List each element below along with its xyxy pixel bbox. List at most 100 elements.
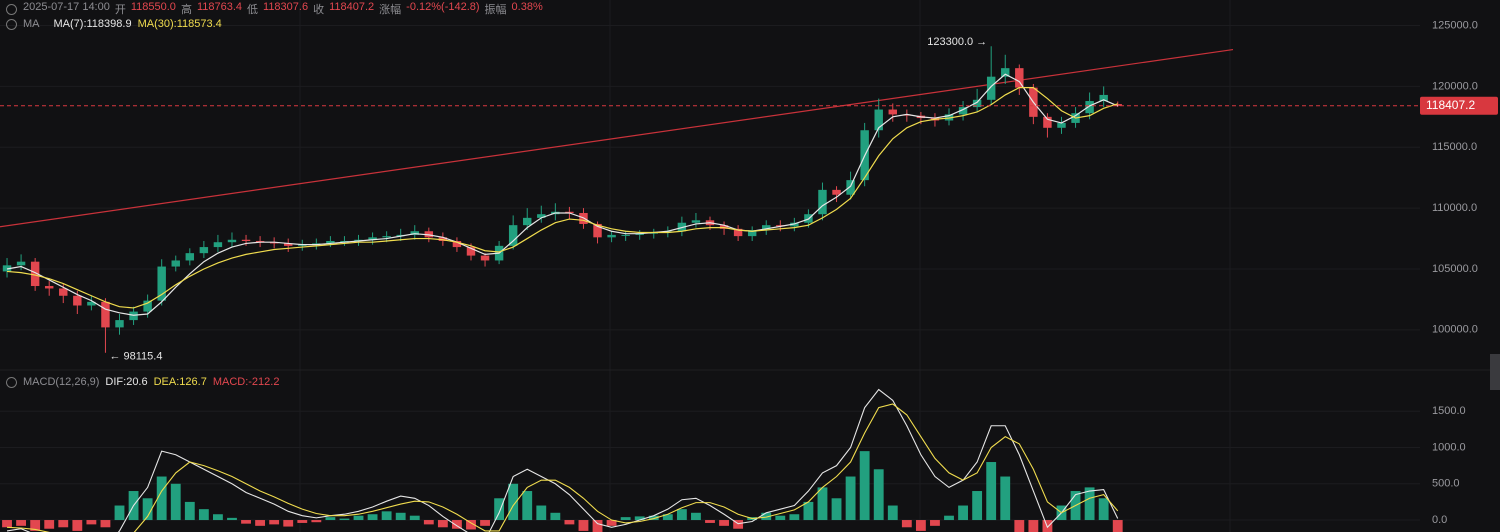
macd-bar <box>944 515 954 521</box>
macd-bar <box>620 517 631 521</box>
candle-body <box>30 261 40 287</box>
candle-body <box>635 233 644 235</box>
macd-bar <box>845 476 856 521</box>
candle-body <box>424 231 434 238</box>
macd-bar <box>452 520 462 529</box>
collapse-icon[interactable] <box>6 18 17 30</box>
macd-bar <box>958 505 968 521</box>
candle-body <box>241 239 251 241</box>
candle-body <box>410 231 419 235</box>
macd-bar <box>564 520 575 525</box>
macd-bar <box>297 520 308 523</box>
macd-bar <box>353 515 364 521</box>
candle-body <box>1043 116 1052 128</box>
candle-body <box>523 217 532 226</box>
macd-bar <box>1028 520 1039 532</box>
macd-bar <box>86 520 97 525</box>
candle-body <box>73 295 82 306</box>
macd-bar <box>170 483 181 521</box>
candle-body <box>832 189 841 195</box>
macd-bar <box>269 520 280 525</box>
collapse-icon[interactable] <box>6 376 17 388</box>
macd-bar <box>915 520 926 531</box>
macd-bar <box>691 512 701 521</box>
candle-body <box>438 237 448 241</box>
side-handle[interactable] <box>1490 354 1500 390</box>
candle-body <box>663 231 673 233</box>
macd-bar <box>100 520 111 528</box>
macd-bar <box>395 512 406 521</box>
macd-bar <box>508 483 519 521</box>
candle-body <box>593 223 602 238</box>
legend-ma30: MA(30):118573.4 <box>137 18 222 30</box>
candle-body <box>284 243 293 246</box>
candle-body <box>1057 122 1066 128</box>
candle-body <box>115 320 124 328</box>
y-tick-label: 105000.0 <box>1432 263 1478 275</box>
macd-bar <box>367 514 378 521</box>
macd-bar <box>72 520 83 531</box>
macd-bar <box>705 520 715 523</box>
macd-bar <box>634 516 645 521</box>
legend-macd: MACD:-212.2 <box>212 376 280 388</box>
info-label: 高 <box>180 4 192 16</box>
candle-body <box>171 260 180 267</box>
candle-body <box>972 99 982 108</box>
candle-body <box>87 301 96 306</box>
candle-body <box>101 301 110 328</box>
macd-bar <box>676 509 687 521</box>
info-value: 118550.0 <box>130 1 176 13</box>
info-label: 振幅 <box>484 4 507 16</box>
macd-bar <box>1112 520 1123 532</box>
macd-bar <box>227 517 237 521</box>
macd-bar <box>986 462 997 521</box>
info-label: 开 <box>114 4 126 16</box>
macd-bar <box>325 517 336 521</box>
candle-body <box>199 247 209 254</box>
info-row: 2025-07-17 14:00 开 118550.0 高 118763.4 低 11830… <box>6 1 543 17</box>
macd-bar <box>213 514 223 521</box>
info-label: 2025-07-17 14:00 <box>23 1 110 13</box>
macd-bar <box>662 514 673 521</box>
info-label: 涨幅 <box>379 4 402 16</box>
y-tick-label: 0.0 <box>1432 514 1447 526</box>
macd-bar <box>142 498 153 521</box>
y-tick-label: 125000.0 <box>1432 19 1478 31</box>
macd-bar <box>255 520 266 526</box>
high-annotation: 123300.0 → <box>927 36 987 48</box>
macd-title: MACD(12,26,9) <box>23 376 100 388</box>
macd-bar <box>437 520 448 528</box>
macd-bar <box>550 512 561 521</box>
candle-body <box>269 242 279 244</box>
macd-bar <box>887 505 898 521</box>
macd-bar <box>16 520 27 526</box>
legend-dea: DEA:126.7 <box>153 376 207 388</box>
macd-row: MACD(12,26,9) DIF:20.6 DEA:126.7 MACD:-2… <box>6 376 279 388</box>
macd-bar <box>44 520 55 529</box>
candle-body <box>16 261 26 266</box>
macd-bar <box>114 505 125 521</box>
macd-bar <box>901 520 912 528</box>
candle-body <box>340 240 349 242</box>
candle-body <box>1113 104 1122 106</box>
macd-bar <box>831 498 842 521</box>
macd-bar <box>1014 520 1025 532</box>
candle-body <box>157 266 166 301</box>
candle-body <box>607 234 616 238</box>
candle-body <box>59 288 68 296</box>
candle-body <box>312 243 321 245</box>
candle-body <box>1085 101 1094 114</box>
ma-line <box>6 87 1118 309</box>
macd-bar <box>480 520 490 526</box>
macd-bar <box>409 515 420 521</box>
info-value: 118407.2 <box>329 1 375 13</box>
macd-bar <box>339 518 350 521</box>
collapse-icon[interactable] <box>6 3 17 15</box>
macd-bar <box>241 520 251 524</box>
ma-label: MA <box>23 18 40 30</box>
candle-body <box>129 311 138 321</box>
macd-bar <box>1098 498 1109 521</box>
candle-body <box>874 109 883 131</box>
